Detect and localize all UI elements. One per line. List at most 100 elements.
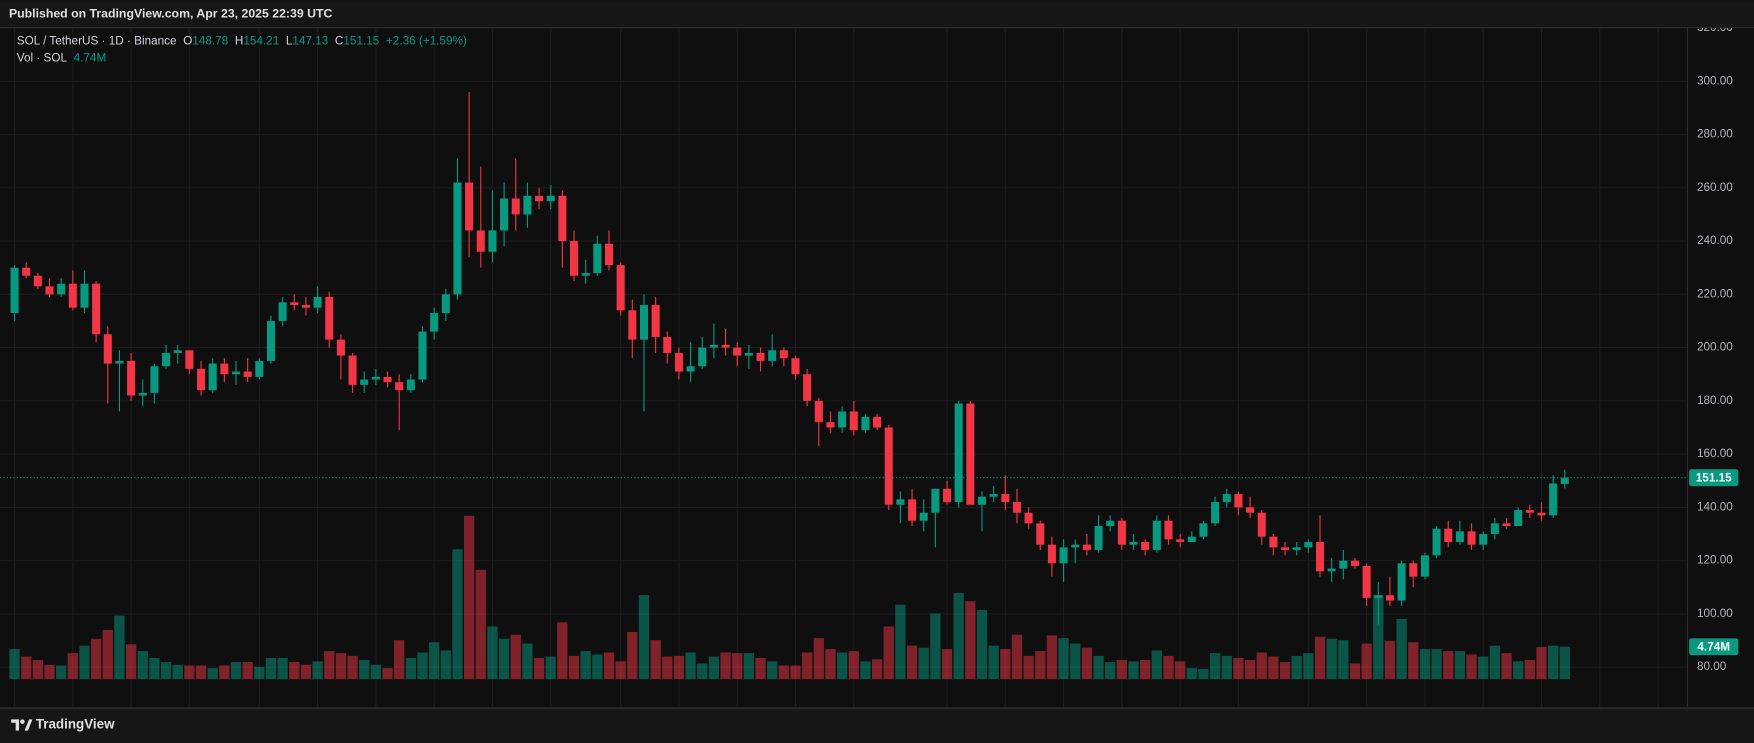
candle-body: [1082, 544, 1091, 550]
volume-bar: [1396, 618, 1407, 680]
volume-bar: [32, 659, 43, 680]
volume-bar: [790, 665, 801, 680]
logo-slash: [24, 719, 33, 731]
volume-bar: [1501, 653, 1512, 680]
volume-bar: [510, 634, 521, 680]
volume-value: 4.74M: [74, 51, 107, 64]
volume-bar: [67, 653, 78, 680]
volume-bar: [848, 651, 859, 680]
candle-body: [57, 283, 66, 295]
volume-bar: [1244, 659, 1256, 680]
candle-body: [896, 499, 905, 505]
volume-bar: [743, 653, 755, 680]
candle-body: [674, 352, 683, 372]
candle-body: [861, 416, 870, 431]
candle-body: [243, 371, 252, 377]
candle-body: [954, 403, 963, 503]
last-price-label: 151.15: [1696, 471, 1732, 484]
volume-bar: [1361, 643, 1372, 680]
volume-label-box: [1689, 638, 1739, 656]
candle-body: [1012, 502, 1021, 513]
volume-bar: [836, 652, 848, 680]
candle-body: [1047, 544, 1056, 564]
volume-bar: [1209, 653, 1221, 680]
candle-body: [10, 267, 19, 313]
volume-bar: [394, 640, 405, 680]
volume-bar: [347, 655, 358, 680]
candle-body: [360, 379, 369, 385]
candle-body: [1455, 531, 1464, 542]
y-tick-label: 280.00: [1697, 128, 1733, 141]
volume-bar: [125, 644, 137, 680]
volume-bar: [1384, 640, 1396, 680]
volume-bar: [498, 638, 510, 680]
high-value: 154.21: [243, 35, 279, 48]
volume-bar: [90, 638, 102, 680]
volume-bar: [930, 613, 941, 680]
volume-bar: [405, 657, 416, 680]
close-label: C: [335, 35, 344, 48]
candle-body: [45, 286, 54, 295]
volume-bar: [1233, 657, 1244, 680]
volume-bar: [1279, 662, 1291, 680]
candle-body: [150, 366, 159, 393]
candle-body: [1106, 520, 1115, 527]
volume-bar: [1116, 659, 1128, 680]
candle-body: [919, 512, 928, 521]
volume-bar: [114, 615, 125, 680]
volume-bar: [1105, 662, 1116, 680]
candle-body: [849, 411, 858, 431]
candle-body: [371, 376, 380, 380]
candle-body: [546, 195, 555, 202]
volume-bar: [265, 657, 277, 680]
candle-body: [1257, 512, 1266, 537]
candle-body: [476, 230, 485, 252]
volume-bar: [1256, 652, 1267, 680]
candle-body: [1176, 539, 1185, 542]
candle-body: [406, 379, 415, 391]
y-tick-label: 80.00: [1697, 660, 1727, 673]
candle-body: [581, 273, 590, 276]
volume-bar: [452, 549, 463, 680]
candle-body: [535, 195, 544, 202]
volume-bar: [662, 656, 673, 680]
y-tick-label: 180.00: [1697, 394, 1733, 407]
candle-body: [733, 347, 742, 356]
volume-bar: [906, 645, 918, 680]
volume-bar: [230, 662, 242, 680]
open-label: O: [183, 35, 192, 48]
volume-bar: [1314, 636, 1326, 680]
volume-bar: [825, 649, 836, 680]
volume-bar: [172, 664, 183, 680]
candle-body: [523, 195, 532, 215]
candle-body: [173, 350, 182, 353]
volume-bar: [1186, 668, 1197, 680]
candle-body: [1199, 523, 1208, 537]
candle-body: [465, 182, 474, 231]
logo-dot: [20, 719, 25, 724]
volume-bar: [697, 663, 708, 680]
volume-bar: [1478, 656, 1489, 680]
candle-body: [430, 312, 439, 332]
logo-bar: [11, 719, 20, 723]
volume-bar: [1000, 649, 1011, 680]
symbol: SOL / TetherUS · 1D · Binance: [17, 35, 177, 48]
y-tick-label: 220.00: [1697, 287, 1733, 300]
volume-bar: [1303, 653, 1314, 680]
volume-bar: [1035, 651, 1046, 680]
volume-bar: [918, 647, 929, 680]
volume-bar: [1349, 663, 1361, 680]
volume-bar: [988, 645, 999, 680]
candle-body: [908, 499, 917, 521]
candle-body: [1292, 547, 1301, 550]
candle-body: [1560, 477, 1569, 485]
candle-body: [103, 334, 112, 364]
volume-bar: [965, 601, 976, 680]
candle-body: [1350, 560, 1360, 566]
plot-area: 80.00 100.00 120.00 140.00 160.00 180.00 200.0…: [0, 21, 1739, 727]
volume-bar: [580, 651, 591, 680]
candle-body: [313, 297, 322, 308]
candle-body: [115, 360, 124, 364]
volume-bar: [44, 664, 55, 680]
